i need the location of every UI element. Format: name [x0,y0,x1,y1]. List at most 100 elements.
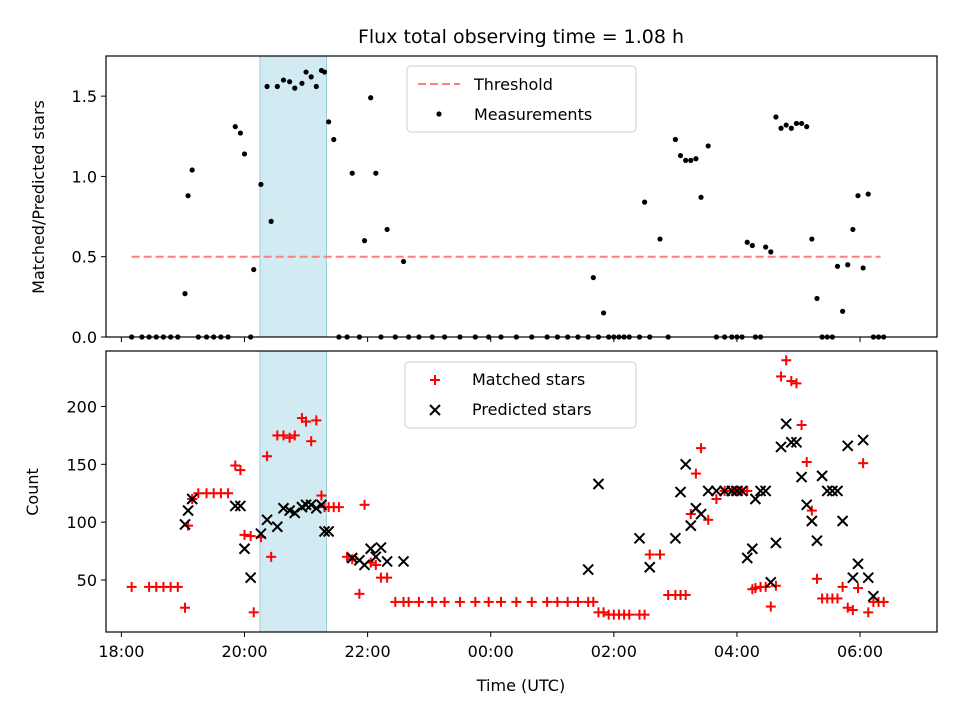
matched-star-point [562,596,573,607]
ratio-legend: Threshold Measurements [406,65,637,133]
predicted-star-point [277,502,290,514]
predicted-star-point [749,493,762,505]
y-tick-label: 100 [66,513,97,532]
matched-star-point [262,451,273,462]
predicted-star-point [731,485,743,497]
matched-star-point [403,596,414,607]
ratio-y-axis-label: Matched/Predicted stars [29,100,48,294]
legend-matched-label: Matched stars [472,370,585,389]
measurement-point [182,291,188,297]
predicted-star-point [826,485,839,497]
matched-star-point [542,596,553,607]
legend-predicted-label: Predicted stars [472,400,592,419]
legend-matched-swatch [430,375,440,385]
matched-star-point [495,596,506,607]
matched-star-point [223,488,234,499]
measurement-point [251,266,257,273]
measurement-point [384,226,390,233]
measurement-point [321,69,328,75]
predicted-star-point [702,485,714,497]
predicted-star-point [582,563,594,576]
predicted-stars-points [179,418,880,602]
measurement-point [798,120,805,127]
count-legend: Matched stars Predicted stars [404,361,637,429]
matched-star-point [354,588,365,599]
predicted-star-point [759,485,772,497]
matched-star-point [572,596,583,607]
matched-star-point [796,420,807,431]
predicted-star-point [736,485,748,497]
matched-star-point [791,378,802,389]
matched-star-point [624,609,635,620]
matched-star-point [311,415,322,426]
matched-star-point [842,602,853,613]
predicted-star-point [847,571,859,584]
observing-window-span [259,55,327,338]
matched-star-point [690,468,701,479]
matched-star-point [284,432,295,443]
measurement-point [349,170,355,176]
predicted-star-point [358,559,371,571]
predicted-star-point [182,504,194,517]
count-x-ticks: 18:00 20:00 22:00 00:00 02:00 04:00 06:00 [98,632,883,661]
measurement-point [763,244,769,250]
y-tick-label: 0.0 [72,328,97,347]
matched-star-point [526,596,537,607]
predicted-star-point [300,499,312,511]
predicted-star-point [685,519,697,532]
observing-window-span [259,350,327,633]
predicted-star-point [679,458,692,471]
count-y-ticks: 50 100 150 200 [66,398,106,590]
matched-star-point [439,596,450,607]
measurement-point [705,143,711,149]
legend-measurements-label: Measurements [474,105,592,124]
measurement-point [850,226,856,233]
predicted-star-point [726,485,738,497]
predicted-star-point [397,555,410,568]
matched-star-point [847,605,858,616]
chart-title: Flux total observing time = 1.08 h [358,26,684,48]
predicted-star-point [669,532,682,545]
matched-star-point [786,376,797,387]
x-tick-label: 20:00 [221,642,267,661]
matched-star-point [245,531,256,542]
matched-stars-points [126,355,889,620]
predicted-star-point [775,441,787,453]
count-panel: 50 100 150 200 18:00 20:00 22:00 00:00 02:00 04:… [23,350,938,695]
measurement-point [232,124,238,130]
x-tick-label: 06:00 [837,642,883,661]
predicted-star-point [261,514,273,526]
predicted-star-point [322,525,335,538]
predicted-star-point [852,558,864,570]
measurement-point [768,249,774,255]
matched-star-point [248,607,259,618]
predicted-star-point [806,515,818,527]
predicted-star-point [816,470,828,482]
measurement-point [788,125,794,131]
predicted-star-point [674,486,687,498]
matched-star-point [801,457,812,468]
matched-star-point [235,465,246,476]
predicted-star-point [644,561,656,573]
legend-predicted-marker [429,404,441,416]
matched-star-point [811,573,822,584]
predicted-star-point [271,521,284,533]
y-tick-label: 1.5 [72,87,97,106]
predicted-star-point [255,528,267,540]
predicted-star-point [315,499,328,511]
predicted-star-point [795,471,808,483]
measurement-point [241,151,248,157]
measurement-point [258,181,264,188]
x-axis-label: Time (UTC) [476,676,565,695]
predicted-star-point [179,518,191,531]
measurement-point [373,170,379,176]
y-tick-label: 0.5 [72,248,97,267]
matched-star-point [230,460,241,471]
matched-star-point [382,572,393,583]
y-tick-label: 1.0 [72,167,97,186]
measurement-point [809,236,815,242]
predicted-star-point [305,499,317,511]
matched-star-point [598,607,609,618]
matched-star-point [266,551,277,562]
measurement-point [268,218,274,224]
